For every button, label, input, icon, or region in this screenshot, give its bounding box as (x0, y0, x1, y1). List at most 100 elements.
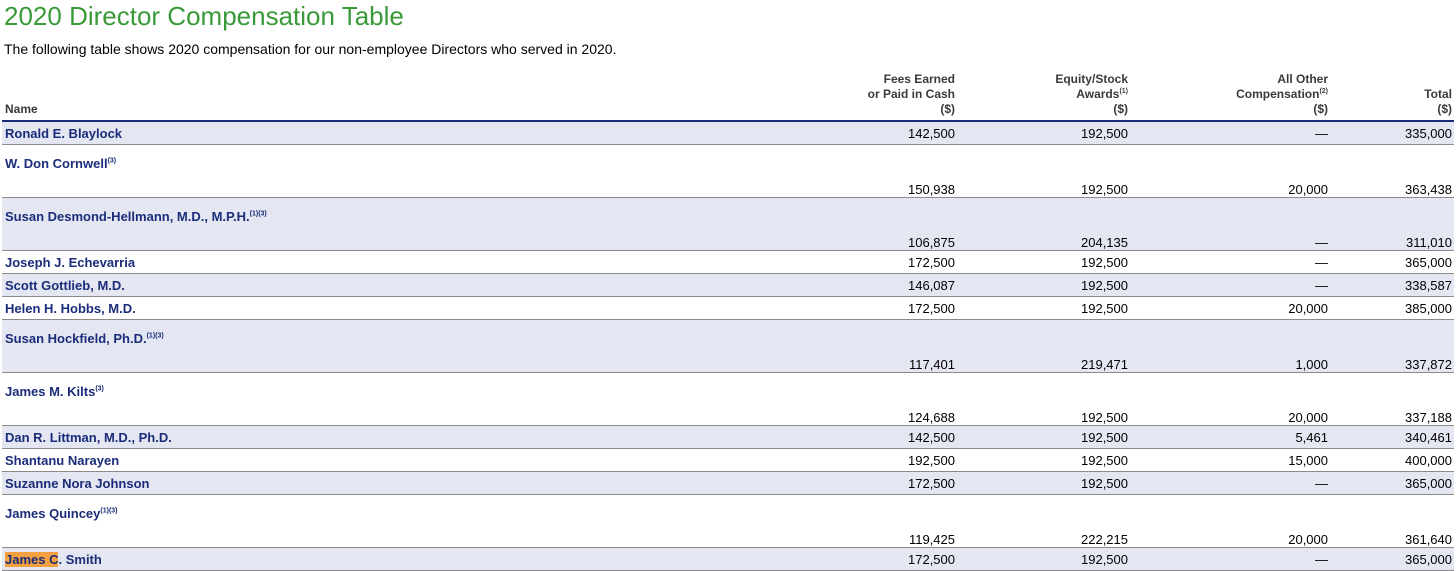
header-other-unit: ($) (1313, 102, 1328, 116)
director-name-cell: W. Don Cornwell(3) (2, 144, 857, 198)
other-cell: — (1130, 197, 1330, 251)
equity-cell: 192,500 (957, 448, 1130, 472)
header-equity-label: Awards (1076, 87, 1120, 101)
total-cell: 361,640 (1330, 494, 1454, 548)
director-name: Dan R. Littman, M.D., Ph.D. (5, 429, 172, 445)
header-equity-line-2: Awards(1) (960, 87, 1128, 102)
other-cell: — (1130, 547, 1330, 571)
header-other-line-2: Compensation(2) (1133, 87, 1328, 102)
equity-cell: 222,215 (957, 494, 1130, 548)
other-cell: — (1130, 250, 1330, 274)
total-cell: 365,000 (1330, 547, 1454, 571)
director-name-cell: Scott Gottlieb, M.D. (2, 273, 857, 297)
director-name-cell: Susan Desmond-Hellmann, M.D., M.P.H.(1)(… (2, 197, 857, 251)
other-cell: 5,461 (1130, 425, 1330, 449)
director-name: James M. Kilts (5, 384, 96, 399)
fees-cell: 172,500 (857, 547, 957, 571)
fees-cell: 172,500 (857, 296, 957, 320)
header-total-unit: ($) (1437, 102, 1452, 116)
director-name-cell: Suzanne Nora Johnson (2, 471, 857, 495)
total-cell: 385,000 (1330, 296, 1454, 320)
equity-cell: 192,500 (957, 121, 1130, 145)
table-row: Joseph J. Echevarria 172,500 192,500—365,0… (2, 250, 1454, 274)
fees-cell: 172,500 (857, 471, 957, 495)
table-row: James Quincey(1)(3) 119,425 222,215 20,000 3… (2, 494, 1454, 548)
fees-cell: 150,938 (857, 144, 957, 198)
table-row: Dan R. Littman, M.D., Ph.D. 142,500 192,50… (2, 425, 1454, 449)
header-other: All Other Compensation(2) ($) (1130, 69, 1330, 122)
equity-cell: 192,500 (957, 144, 1130, 198)
table-row: Suzanne Nora Johnson 172,500 192,500—365,0… (2, 471, 1454, 495)
fees-cell: 119,425 (857, 494, 957, 548)
total-cell: 335,000 (1330, 121, 1454, 145)
director-name-cell: James M. Kilts(3) (2, 372, 857, 426)
table-row: Helen H. Hobbs, M.D. 172,500 192,500 20,000… (2, 296, 1454, 320)
director-name-cell: Ronald E. Blaylock (2, 121, 857, 145)
fees-cell: 124,688 (857, 372, 957, 426)
total-cell: 363,438 (1330, 144, 1454, 198)
fees-cell: 146,087 (857, 273, 957, 297)
other-cell: 20,000 (1130, 494, 1330, 548)
fees-cell: 142,500 (857, 425, 957, 449)
header-fees-line-1: Fees Earned (883, 72, 955, 86)
other-cell: — (1130, 471, 1330, 495)
footnote-marker: (3) (107, 157, 117, 165)
header-name: Name (2, 69, 857, 122)
footnote-marker: (1)(3) (146, 332, 164, 340)
director-name-cell: James C. Smith (2, 547, 857, 571)
header-other-label: Compensation (1236, 87, 1320, 101)
director-name-cell: Susan Hockfield, Ph.D.(1)(3) (2, 319, 857, 373)
header-equity-unit: ($) (1113, 102, 1128, 116)
header-name-label: Name (5, 102, 38, 116)
equity-cell: 192,500 (957, 425, 1130, 449)
equity-cell: 192,500 (957, 471, 1130, 495)
director-name: W. Don Cornwell (5, 156, 108, 171)
header-equity: Equity/Stock Awards(1) ($) (957, 69, 1130, 122)
director-name-cell: James Quincey(1)(3) (2, 494, 857, 548)
header-total: Total ($) (1330, 69, 1454, 122)
director-name-cell: Joseph J. Echevarria (2, 250, 857, 274)
table-row: James C. Smith 172,500 192,500—365,000 (2, 547, 1454, 571)
director-name: Susan Hockfield, Ph.D. (5, 331, 147, 346)
director-name: Shantanu Narayen (5, 452, 120, 468)
header-fees-unit: ($) (940, 102, 955, 116)
table-row: James M. Kilts(3) 124,688 192,500 20,000 337… (2, 372, 1454, 426)
search-highlight: James C (5, 551, 59, 567)
total-cell: 337,872 (1330, 319, 1454, 373)
header-fees: Fees Earned or Paid in Cash ($) (857, 69, 957, 122)
director-name: James C. Smith (5, 551, 102, 567)
total-cell: 400,000 (1330, 448, 1454, 472)
table-row: W. Don Cornwell(3) 150,938 192,500 20,000 36… (2, 144, 1454, 198)
total-cell: 337,188 (1330, 372, 1454, 426)
total-cell: 340,461 (1330, 425, 1454, 449)
fees-cell: 172,500 (857, 250, 957, 274)
fees-cell: 192,500 (857, 448, 957, 472)
fees-cell: 106,875 (857, 197, 957, 251)
footnote-marker: (1)(3) (249, 210, 267, 218)
director-name-cell: Shantanu Narayen (2, 448, 857, 472)
table-row: Scott Gottlieb, M.D. 146,087 192,500—338,5… (2, 273, 1454, 297)
header-total-line-1: Total (1424, 87, 1452, 101)
fees-cell: 117,401 (857, 319, 957, 373)
table-row: Shantanu Narayen 192,500 192,500 15,000 400,… (2, 448, 1454, 472)
table-row: Susan Desmond-Hellmann, M.D., M.P.H.(1)(… (2, 197, 1454, 251)
header-equity-footnote: (1) (1119, 88, 1128, 95)
other-cell: 20,000 (1130, 144, 1330, 198)
equity-cell: 192,500 (957, 547, 1130, 571)
equity-cell: 192,500 (957, 372, 1130, 426)
table-row: Ronald E. Blaylock 142,500 192,500—335,000 (2, 121, 1454, 145)
footnote-marker: (1)(3) (100, 507, 118, 515)
header-other-line-1: All Other (1277, 72, 1328, 86)
director-name: Joseph J. Echevarria (5, 254, 136, 270)
table-header-row: Name Fees Earned or Paid in Cash ($) Equ… (2, 69, 1454, 122)
equity-cell: 192,500 (957, 273, 1130, 297)
header-fees-line-2: or Paid in Cash (867, 87, 955, 101)
director-name: Ronald E. Blaylock (5, 125, 123, 141)
other-cell: 20,000 (1130, 372, 1330, 426)
equity-cell: 204,135 (957, 197, 1130, 251)
fees-cell: 142,500 (857, 121, 957, 145)
director-name: Susan Desmond-Hellmann, M.D., M.P.H. (5, 209, 250, 224)
director-name: Scott Gottlieb, M.D. (5, 277, 125, 293)
director-compensation-table: Name Fees Earned or Paid in Cash ($) Equ… (2, 69, 1454, 571)
page-title: 2020 Director Compensation Table (4, 1, 404, 31)
